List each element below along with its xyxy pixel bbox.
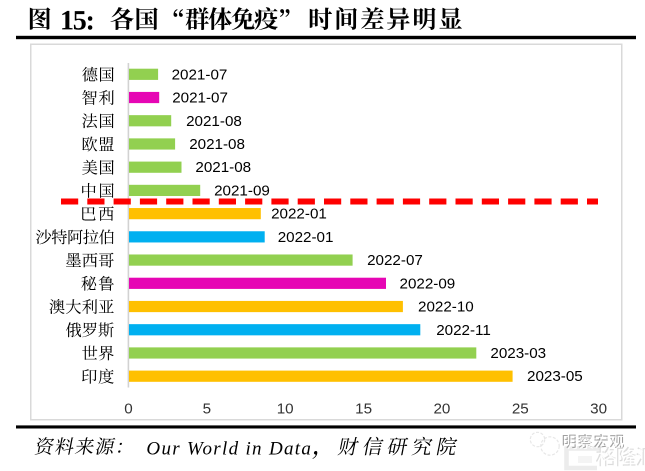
svg-text:2023-03: 2023-03 bbox=[490, 345, 546, 362]
svg-text:Our World in Data: Our World in Data bbox=[146, 439, 311, 460]
svg-text:2022-11: 2022-11 bbox=[436, 322, 491, 339]
svg-text:2023-05: 2023-05 bbox=[527, 368, 583, 385]
svg-text:2021-09: 2021-09 bbox=[214, 182, 270, 199]
svg-text:2021-07: 2021-07 bbox=[172, 66, 228, 83]
svg-text:0: 0 bbox=[124, 400, 132, 417]
svg-text:2022-07: 2022-07 bbox=[367, 252, 423, 269]
svg-text:5: 5 bbox=[203, 400, 211, 417]
svg-text:2021-08: 2021-08 bbox=[186, 113, 242, 130]
svg-text:20: 20 bbox=[433, 400, 450, 417]
svg-text:2021-07: 2021-07 bbox=[172, 90, 228, 107]
svg-text:2022-09: 2022-09 bbox=[400, 275, 456, 292]
svg-text:2022-01: 2022-01 bbox=[278, 229, 334, 246]
svg-text:25: 25 bbox=[512, 400, 529, 417]
svg-text:30: 30 bbox=[590, 400, 607, 417]
svg-text:2021-08: 2021-08 bbox=[195, 159, 251, 176]
svg-text:15: 15 bbox=[355, 400, 372, 417]
svg-text:10: 10 bbox=[277, 400, 294, 417]
svg-text:2022-01: 2022-01 bbox=[271, 206, 327, 223]
svg-text:2021-08: 2021-08 bbox=[189, 136, 245, 153]
svg-text:2022-10: 2022-10 bbox=[418, 299, 474, 316]
